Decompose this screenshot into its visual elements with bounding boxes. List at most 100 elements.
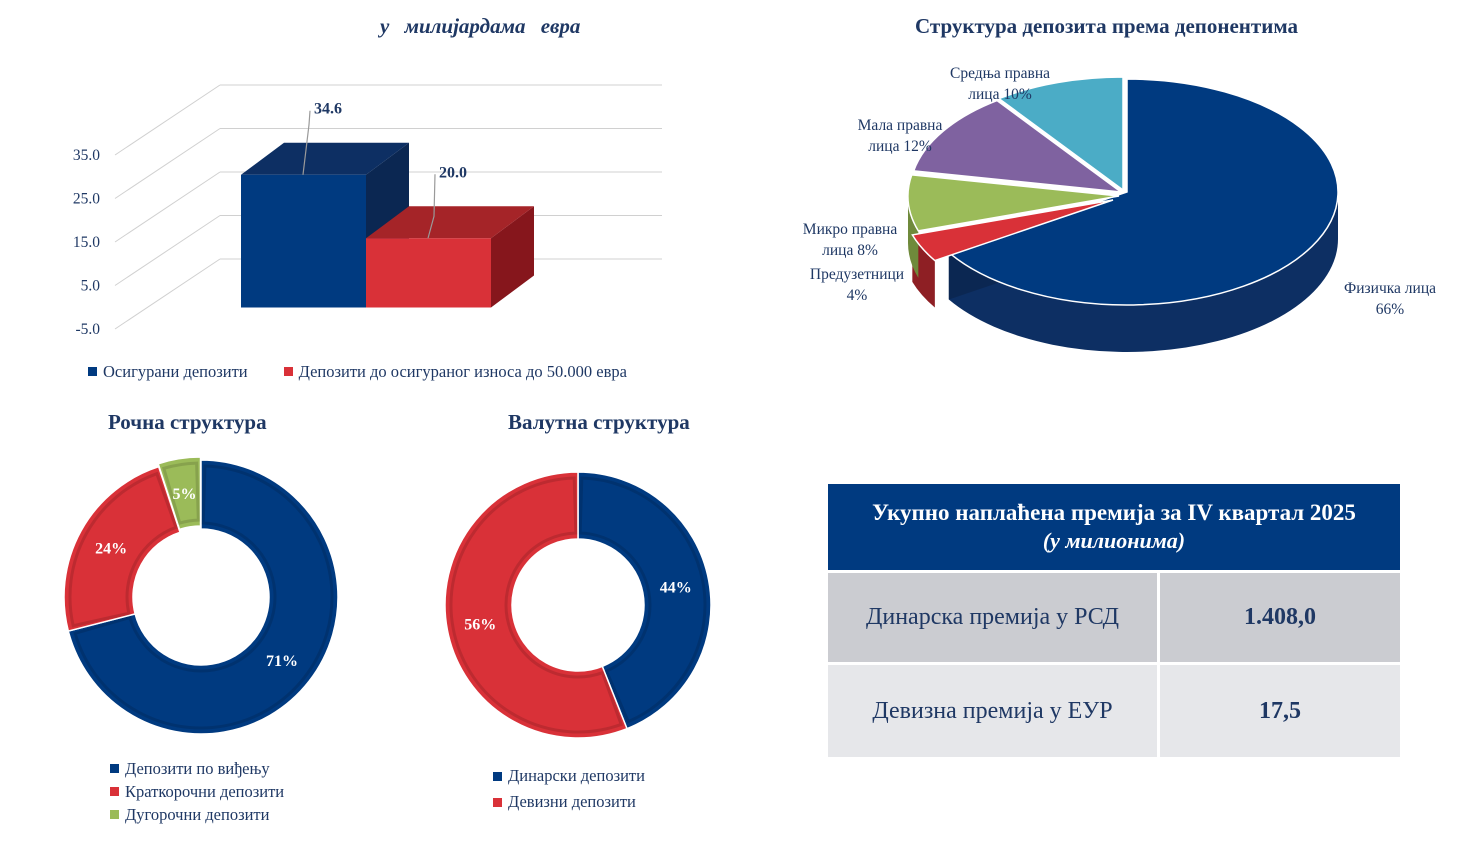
premium-table-header: Укупно наплаћена премија за IV квартал 2…	[828, 484, 1400, 570]
pie-slice	[907, 174, 1120, 232]
donut-data-label: 44%	[660, 579, 692, 596]
y-tick-label: 25.0	[73, 191, 100, 208]
legend-swatch-red	[110, 787, 119, 796]
bar-chart-y-axis: 35.0 25.0 15.0 5.0 -5.0	[73, 147, 100, 338]
pie-label: Физичка лица	[1344, 280, 1436, 297]
pie-slice	[947, 78, 1339, 306]
donut-slice	[157, 456, 202, 531]
table-row: Девизна премија у ЕУР 17,5	[828, 662, 1400, 757]
pie-label: Микро правна	[803, 221, 898, 238]
gridline-diagonal	[114, 128, 221, 199]
legend-label: Динарски депозити	[508, 766, 645, 785]
legend-label: Осигурани депозити	[103, 361, 248, 381]
pie-slice	[997, 76, 1124, 192]
donut-slice-bevel	[73, 464, 334, 730]
data-label-leader	[302, 110, 311, 175]
donut-data-label: 71%	[266, 653, 298, 670]
pie-slice	[911, 199, 1114, 262]
legend-label: Девизни депозити	[508, 792, 636, 811]
premium-table-title: Укупно наплаћена премија за IV квартал 2…	[872, 500, 1356, 525]
maturity-donut-slices	[63, 456, 339, 735]
currency-donut-chart: 44% 56%	[444, 471, 712, 739]
bar-chart: 35.0 25.0 15.0 5.0 -5.0 34.6 20.0	[73, 84, 662, 338]
legend-item-short-term: Краткорочни депозити	[110, 780, 284, 803]
pie-label: лица 10%	[968, 86, 1032, 103]
data-label: 20.0	[439, 164, 467, 181]
maturity-donut-labels: 71% 24% 5%	[95, 486, 298, 670]
legend-swatch-navy	[88, 367, 97, 376]
premium-value-eur: 17,5	[1160, 665, 1400, 757]
donut-data-label: 24%	[95, 541, 127, 558]
maturity-donut-title: Рочна структура	[108, 410, 267, 434]
depositor-pie-labels: Физичка лица 66% Предузетници 4% Микро правн…	[803, 65, 1436, 318]
bar-chart-title: у милијардама евра	[380, 14, 581, 38]
bar-top-face	[241, 142, 409, 175]
bar-side-face	[491, 206, 534, 308]
gridline-diagonal	[114, 84, 221, 156]
donut-slice	[67, 459, 339, 735]
legend-label: Депозити по виђењу	[125, 758, 270, 778]
currency-donut-title: Валутна структура	[508, 410, 690, 434]
premium-table-subtitle: (у милионима)	[1042, 528, 1186, 553]
bar-chart-bars	[241, 142, 534, 308]
bar-top-face	[366, 206, 534, 239]
donut-slice-bevel	[68, 471, 178, 628]
maturity-donut-chart: 71% 24% 5%	[63, 456, 339, 735]
legend-swatch-olive	[110, 810, 119, 819]
maturity-legend: Депозити по виђењу Краткорочни депозити …	[110, 757, 284, 826]
donut-slice-bevel	[578, 476, 707, 724]
legend-item-dinar: Динарски депозити	[493, 763, 645, 789]
bar	[366, 238, 491, 308]
pie-slice	[912, 99, 1124, 194]
currency-donut-slices	[444, 471, 712, 739]
legend-swatch-red	[493, 797, 502, 807]
gridline-diagonal	[114, 215, 221, 286]
pie-slice-side	[948, 192, 1338, 352]
legend-item-insured: Осигурани депозити	[88, 360, 248, 383]
depositor-pie-slices	[907, 76, 1339, 352]
donut-slice	[444, 471, 628, 739]
premium-table: Укупно наплаћена премија за IV квартал 2…	[828, 484, 1400, 757]
y-tick-label: 35.0	[73, 147, 100, 164]
pie-label: лица 12%	[868, 138, 932, 155]
y-tick-label: 15.0	[73, 234, 100, 251]
legend-item-foreign: Девизни депозити	[493, 789, 645, 815]
donut-slice-bevel	[449, 476, 624, 734]
pie-label: Мала правна	[858, 117, 943, 134]
pie-label: Средња правна	[950, 65, 1050, 82]
bar	[241, 174, 366, 308]
legend-item-up-to-50000: Депозити до осигураног износа до 50.000 …	[283, 360, 627, 383]
premium-label-eur: Девизна премија у ЕУР	[828, 665, 1160, 757]
legend-item-long-term: Дугорочни депозити	[110, 803, 284, 826]
legend-swatch-navy	[493, 771, 502, 781]
premium-value-rsd: 1.408,0	[1160, 573, 1400, 662]
bar-chart-data-labels: 34.6 20.0	[302, 101, 467, 239]
data-label-leader	[427, 174, 436, 239]
legend-label: Депозити до осигураног износа до 50.000 …	[298, 361, 627, 381]
currency-legend: Динарски депозити Девизни депозити	[493, 763, 645, 815]
pie-label: 4%	[847, 287, 868, 304]
donut-data-label: 56%	[464, 617, 496, 634]
depositor-pie-chart: Физичка лица 66% Предузетници 4% Микро правн…	[803, 65, 1436, 352]
legend-swatch-red	[283, 367, 293, 376]
legend-label: Краткорочни депозити	[125, 781, 285, 801]
table-row: Динарска премија у РСД 1.408,0	[828, 570, 1400, 662]
pie-label: 66%	[1376, 301, 1405, 318]
bar-chart-legend: Осигурани депозити Депозити до осигурано…	[88, 360, 627, 383]
premium-label-rsd: Динарска премија у РСД	[828, 573, 1160, 662]
donut-slice-bevel	[161, 461, 200, 525]
data-label: 34.6	[314, 101, 342, 118]
currency-donut-labels: 44% 56%	[464, 579, 691, 633]
pie-label: Предузетници	[810, 266, 904, 283]
gridline-diagonal	[114, 258, 221, 330]
legend-swatch-navy	[110, 764, 119, 773]
depositor-pie-title: Структура депозита према депонентима	[915, 14, 1298, 38]
donut-slice	[63, 465, 181, 632]
pie-label: лица 8%	[822, 242, 878, 259]
y-tick-label: -5.0	[75, 321, 100, 338]
donut-slice	[577, 471, 712, 730]
legend-item-demand: Депозити по виђењу	[110, 757, 284, 780]
gridline-diagonal	[114, 171, 221, 243]
y-tick-label: 5.0	[81, 278, 101, 295]
legend-label: Дугорочни депозити	[125, 804, 270, 824]
